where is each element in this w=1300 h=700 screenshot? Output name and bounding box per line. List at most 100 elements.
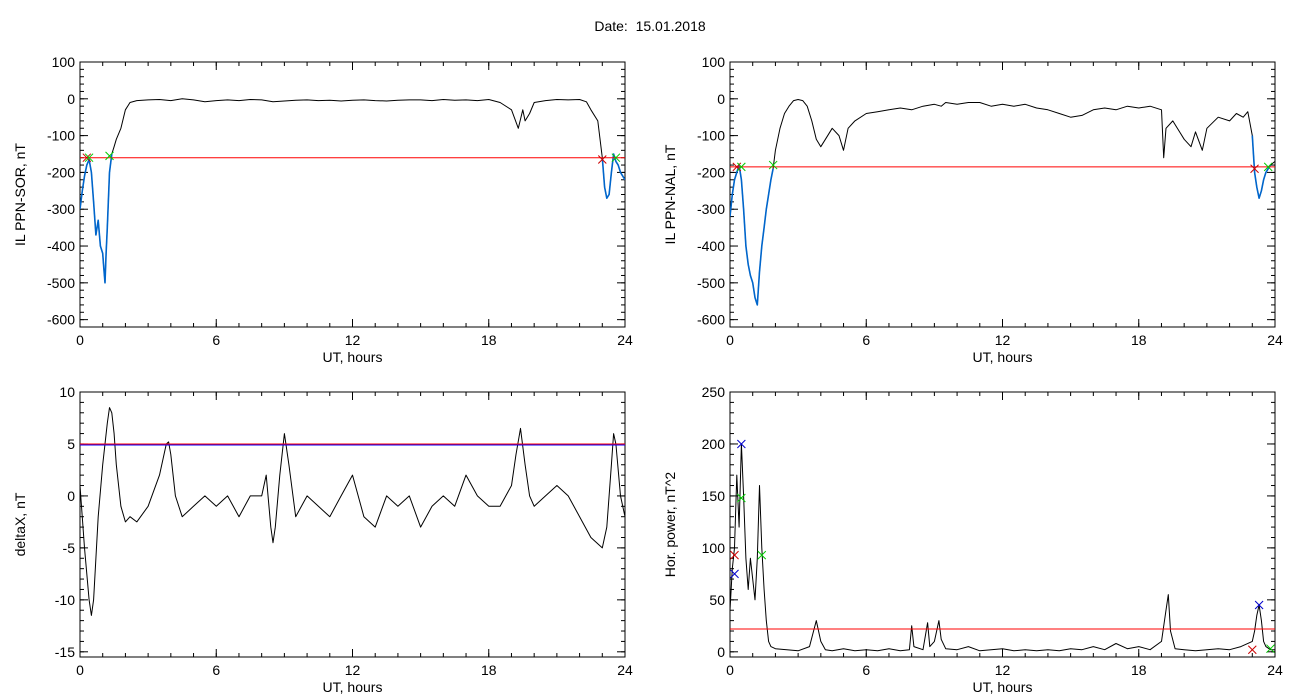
marker-2 bbox=[84, 153, 94, 163]
marker-5 bbox=[757, 550, 767, 560]
series-line-1 bbox=[730, 99, 1275, 306]
marker-1 bbox=[730, 550, 739, 560]
page-title: Date: 15.01.2018 bbox=[594, 18, 706, 34]
y-tick-label: 100 bbox=[702, 54, 726, 70]
y-axis-label: Hor. power, nT^2 bbox=[662, 472, 678, 578]
x-axis-label: UT, hours bbox=[973, 679, 1033, 695]
y-tick-label: -400 bbox=[697, 238, 725, 254]
y-tick-label: 0 bbox=[67, 91, 75, 107]
marker-stroke-b bbox=[1250, 164, 1259, 174]
marker-2 bbox=[737, 162, 746, 172]
y-axis-label: IL PPN-SOR, nT bbox=[12, 143, 28, 246]
x-tick-label: 12 bbox=[345, 332, 361, 348]
y-axis-label: IL PPN-NAL, nT bbox=[662, 144, 678, 244]
y-tick-label: 0 bbox=[67, 488, 75, 504]
marker-stroke-b bbox=[597, 155, 607, 164]
chart-3: 0 6 12 18 24 -15 -10 -5 0 5 10 UT, hours deltaX, nT bbox=[12, 384, 633, 695]
marker-3 bbox=[737, 439, 746, 449]
x-tick-label: 0 bbox=[726, 332, 734, 348]
marker-5 bbox=[1263, 162, 1273, 172]
x-tick-label: 0 bbox=[726, 662, 734, 678]
y-tick-label: 100 bbox=[702, 540, 726, 556]
x-tick-label: 18 bbox=[1131, 662, 1147, 678]
marker-3 bbox=[768, 160, 778, 170]
x-tick-label: 12 bbox=[995, 332, 1011, 348]
x-tick-label: 6 bbox=[212, 332, 220, 348]
marker-stroke-b bbox=[768, 160, 778, 170]
y-tick-label: -200 bbox=[697, 164, 725, 180]
x-tick-label: 6 bbox=[862, 662, 870, 678]
marker-6 bbox=[1254, 600, 1264, 610]
y-axis-label: deltaX, nT bbox=[12, 492, 28, 556]
y-tick-label: -500 bbox=[47, 275, 75, 291]
y-tick-label: 10 bbox=[59, 384, 75, 400]
y-tick-label: -200 bbox=[47, 164, 75, 180]
plot-frame bbox=[729, 61, 1276, 328]
y-tick-label: -300 bbox=[47, 201, 75, 217]
y-tick-label: -300 bbox=[697, 201, 725, 217]
x-tick-label: 24 bbox=[617, 662, 633, 678]
marker-stroke-b bbox=[611, 153, 621, 163]
series-line-3 bbox=[601, 153, 625, 199]
y-tick-label: 200 bbox=[702, 436, 726, 452]
series-line-2 bbox=[730, 164, 774, 306]
marker-stroke-b bbox=[1263, 162, 1273, 172]
marker-stroke-b bbox=[737, 439, 746, 449]
x-tick-label: 24 bbox=[617, 332, 633, 348]
chart-4: 0 6 12 18 24 0 50 100 150 200 250 UT, hours Hor. pow… bbox=[662, 384, 1283, 695]
y-tick-label: -10 bbox=[55, 592, 75, 608]
series-line-1 bbox=[80, 407, 625, 616]
marker-4 bbox=[1250, 164, 1259, 174]
marker-1 bbox=[82, 153, 92, 163]
plot-frame bbox=[79, 61, 626, 328]
x-tick-label: 0 bbox=[76, 662, 84, 678]
marker-stroke-b bbox=[757, 550, 767, 560]
marker-stroke-b bbox=[737, 162, 746, 172]
series-line-2 bbox=[80, 153, 113, 284]
marker-stroke-b bbox=[84, 153, 94, 163]
y-tick-label: 0 bbox=[717, 644, 725, 660]
marker-stroke-b bbox=[737, 493, 746, 503]
y-tick-label: 250 bbox=[702, 384, 726, 400]
y-tick-label: -600 bbox=[47, 312, 75, 328]
x-tick-label: 24 bbox=[1267, 662, 1283, 678]
x-tick-label: 6 bbox=[862, 332, 870, 348]
marker-stroke-b bbox=[1247, 645, 1257, 655]
x-tick-label: 18 bbox=[481, 332, 497, 348]
marker-4 bbox=[737, 493, 746, 503]
x-tick-label: 18 bbox=[481, 662, 497, 678]
y-tick-label: -400 bbox=[47, 238, 75, 254]
plot-frame bbox=[79, 391, 626, 658]
x-tick-label: 18 bbox=[1131, 332, 1147, 348]
marker-stroke-b bbox=[105, 151, 114, 161]
y-tick-label: 0 bbox=[717, 91, 725, 107]
marker-2 bbox=[730, 569, 739, 579]
marker-stroke-b bbox=[730, 550, 739, 560]
x-axis-label: UT, hours bbox=[323, 349, 383, 365]
plot-area bbox=[730, 439, 1275, 655]
marker-3 bbox=[105, 151, 114, 161]
series-line-3 bbox=[1251, 135, 1272, 199]
marker-1 bbox=[732, 162, 742, 172]
x-tick-label: 24 bbox=[1267, 332, 1283, 348]
y-tick-label: 5 bbox=[67, 436, 75, 452]
plot-area bbox=[80, 98, 625, 284]
chart-1: 0 6 12 18 24 -600 -500 -400 -300 -200 -100 0 100 UT, … bbox=[12, 54, 633, 365]
x-tick-label: 12 bbox=[345, 662, 361, 678]
marker-4 bbox=[597, 155, 607, 164]
series-line-1 bbox=[80, 98, 625, 284]
y-tick-label: 50 bbox=[709, 592, 725, 608]
series-line-1 bbox=[730, 443, 1275, 652]
marker-5 bbox=[611, 153, 621, 163]
marker-7 bbox=[1247, 645, 1257, 655]
marker-8 bbox=[1266, 644, 1275, 654]
plot-area bbox=[80, 407, 625, 616]
y-tick-label: -100 bbox=[697, 128, 725, 144]
marker-stroke-b bbox=[1266, 644, 1275, 654]
plot-area bbox=[730, 99, 1275, 306]
y-tick-label: -600 bbox=[697, 312, 725, 328]
y-tick-label: 150 bbox=[702, 488, 726, 504]
x-axis-label: UT, hours bbox=[323, 679, 383, 695]
y-tick-label: -5 bbox=[63, 540, 76, 556]
